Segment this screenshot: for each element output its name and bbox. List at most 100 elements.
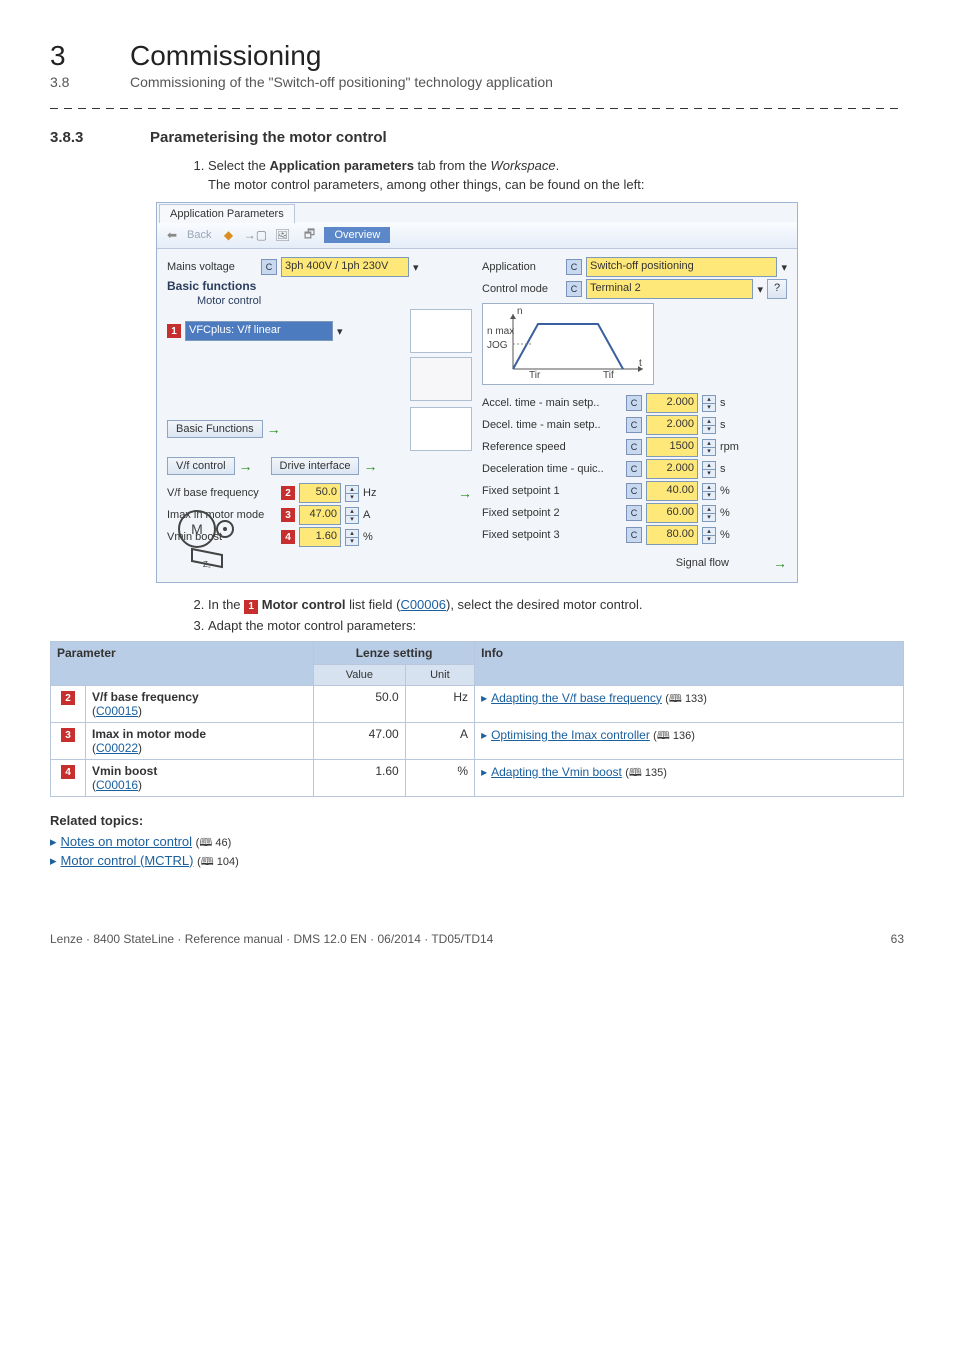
imax-value[interactable]: 47.00 (299, 505, 341, 525)
image-icon[interactable]: 🖼 (270, 225, 294, 245)
spinner[interactable]: ▴▾ (702, 417, 716, 434)
ramp-nmax: n max (487, 326, 514, 337)
overview-button[interactable]: Overview (324, 227, 390, 243)
info-link[interactable]: Adapting the Vmin boost (491, 765, 622, 779)
unit: s (720, 419, 726, 431)
dec2-label: Deceleration time - quic.. (482, 463, 622, 475)
table-row: 2 V/f base frequency(C00015) 50.0 Hz ▸Ad… (51, 685, 904, 722)
th-value: Value (314, 664, 406, 685)
subsection-number: 3.8 (50, 74, 130, 90)
drive-interface-button[interactable]: Drive interface (271, 457, 360, 475)
page-ref: (🕮 104) (197, 856, 239, 868)
vf-base-freq-value[interactable]: 50.0 (299, 483, 341, 503)
spinner[interactable]: ▴▾ (702, 395, 716, 412)
ref-value[interactable]: 1500 (646, 437, 698, 457)
spinner[interactable]: ▴▾ (702, 505, 716, 522)
text: . (556, 158, 560, 173)
vmin-value[interactable]: 1.60 (299, 527, 341, 547)
control-mode-combo[interactable]: Terminal 2 (586, 279, 753, 299)
link-c00006[interactable]: C00006 (400, 597, 446, 612)
c-checkbox[interactable]: C (261, 259, 277, 275)
back-button[interactable]: ⬅ (160, 225, 184, 245)
dec2-value[interactable]: 2.000 (646, 459, 698, 479)
panel-toolbar: ⬅ Back ◆ →▢ 🖼 🗗 Overview (157, 222, 797, 249)
c-checkbox[interactable]: C (626, 505, 642, 521)
chevron-down-icon[interactable]: ▾ (337, 325, 343, 338)
related-link[interactable]: Notes on motor control (61, 834, 193, 849)
ramp-tif: Tif (603, 370, 614, 381)
ramp-t: t (639, 358, 642, 369)
spinner[interactable]: ▴▾ (345, 507, 359, 524)
marker-2: 2 (281, 486, 295, 500)
marker-1: 1 (167, 324, 181, 338)
spinner[interactable]: ▴▾ (702, 483, 716, 500)
c-checkbox[interactable]: C (566, 259, 582, 275)
related-link[interactable]: Motor control (MCTRL) (61, 853, 194, 868)
triangle-icon: ▸ (50, 853, 57, 868)
param-value: 1.60 (314, 759, 406, 796)
c-checkbox[interactable]: C (626, 483, 642, 499)
text: list field ( (346, 597, 401, 612)
application-combo[interactable]: Switch-off positioning (586, 257, 777, 277)
vf-control-button[interactable]: V/f control (167, 457, 235, 475)
link-code[interactable]: C00015 (96, 704, 138, 718)
fx1-value[interactable]: 40.00 (646, 481, 698, 501)
spinner[interactable]: ▴▾ (345, 485, 359, 502)
param-value: 50.0 (314, 685, 406, 722)
triangle-icon: ▸ (50, 834, 57, 849)
marker-3: 3 (61, 728, 75, 742)
c-checkbox[interactable]: C (626, 395, 642, 411)
spinner[interactable]: ▴▾ (702, 461, 716, 478)
param-unit: A (405, 722, 474, 759)
help-button[interactable]: ? (767, 279, 787, 299)
step-1-note: The motor control parameters, among othe… (208, 177, 904, 192)
unit: rpm (720, 441, 739, 453)
separator-line (50, 108, 904, 109)
c-checkbox[interactable]: C (626, 461, 642, 477)
param-unit: Hz (405, 685, 474, 722)
motor-control-combo[interactable]: VFCplus: V/f linear (185, 321, 333, 341)
unit-a: A (363, 509, 370, 521)
unit: s (720, 397, 726, 409)
page-num: 136 (673, 730, 691, 742)
unit: % (720, 529, 730, 541)
arrow-icon[interactable]: →▢ (243, 225, 267, 245)
unit-pct: % (363, 531, 373, 543)
c-checkbox[interactable]: C (626, 527, 642, 543)
info-link[interactable]: Adapting the V/f base frequency (491, 691, 662, 705)
link-code[interactable]: C00016 (96, 778, 138, 792)
motor-control-sublabel: Motor control (197, 295, 472, 307)
window-icon[interactable]: 🗗 (297, 225, 321, 245)
back-label: Back (187, 229, 211, 241)
related-topics-title: Related topics: (50, 813, 904, 828)
basic-functions-button[interactable]: Basic Functions (167, 420, 263, 438)
c-checkbox[interactable]: C (566, 281, 582, 297)
c-checkbox[interactable]: C (626, 417, 642, 433)
chevron-down-icon[interactable]: ▾ (781, 261, 787, 274)
spinner[interactable]: ▴▾ (702, 527, 716, 544)
info-link[interactable]: Optimising the Imax controller (491, 728, 650, 742)
chevron-down-icon[interactable]: ▾ (413, 261, 419, 274)
mains-voltage-combo[interactable]: 3ph 400V / 1ph 230V (281, 257, 409, 277)
related-item: ▸ Motor control (MCTRL) (🕮 104) (50, 853, 904, 872)
param-name: Vmin boost (92, 764, 157, 778)
table-row: 3 Imax in motor mode(C00022) 47.00 A ▸Op… (51, 722, 904, 759)
text-italic: Workspace (491, 158, 556, 173)
page-num: 135 (645, 767, 663, 779)
step-2: In the 1 Motor control list field (C0000… (208, 597, 904, 614)
c-checkbox[interactable]: C (626, 439, 642, 455)
decel-value[interactable]: 2.000 (646, 415, 698, 435)
fx3-value[interactable]: 80.00 (646, 525, 698, 545)
accel-value[interactable]: 2.000 (646, 393, 698, 413)
link-code[interactable]: C00022 (96, 741, 138, 755)
tab-application-parameters[interactable]: Application Parameters (159, 204, 295, 223)
spinner[interactable]: ▴▾ (345, 529, 359, 546)
page-num: 46 (215, 837, 227, 849)
fx2-value[interactable]: 60.00 (646, 503, 698, 523)
nav-icon[interactable]: ◆ (216, 225, 240, 245)
spinner[interactable]: ▴▾ (702, 439, 716, 456)
arrow-icon[interactable]: → (773, 555, 787, 571)
marker-3: 3 (281, 508, 295, 522)
ref-label: Reference speed (482, 441, 622, 453)
chevron-down-icon[interactable]: ▾ (757, 283, 763, 296)
